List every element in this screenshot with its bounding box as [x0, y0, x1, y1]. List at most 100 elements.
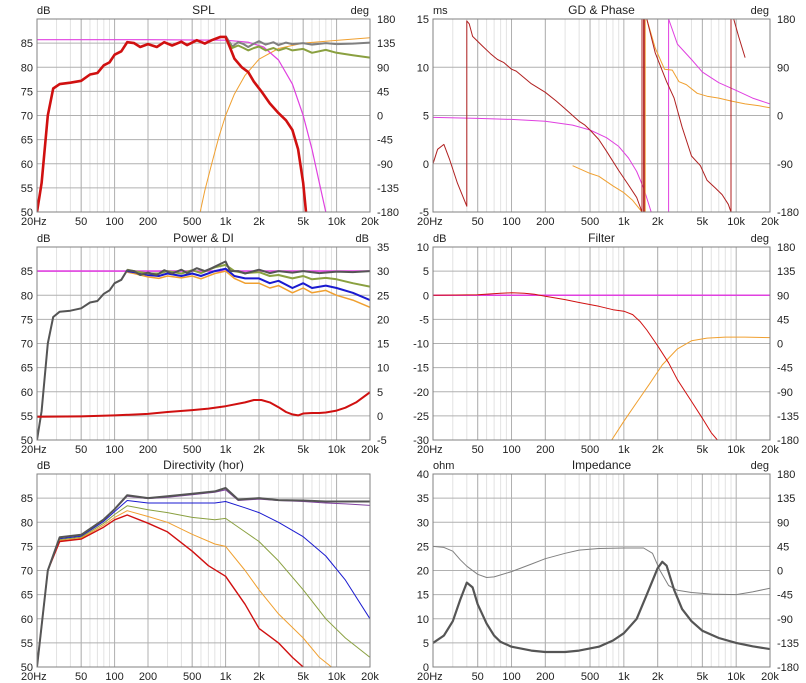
y-tick-label: 85: [21, 493, 33, 505]
x-tick-label: 20Hz: [417, 671, 443, 683]
x-tick-label: 20k: [361, 216, 379, 228]
series-line-0: [433, 116, 652, 212]
x-tick-label: 10k: [328, 671, 346, 683]
y-tick-label: 25: [417, 541, 429, 553]
y-tick-label: 5: [423, 638, 429, 650]
x-tick-label: 20k: [361, 671, 379, 683]
y2-tick-label: 20: [377, 314, 389, 326]
y2-tick-label: -45: [777, 590, 793, 602]
chart-spl: 50 55 60 65 70 75 80 85 -180 -135 -90 -45 0 45 90 135 18…: [21, 3, 399, 228]
x-tick-label: 500: [183, 216, 201, 228]
y2-tick-label: 35: [377, 242, 389, 254]
x-tick-label: 10k: [727, 444, 745, 456]
y2-tick-label: 45: [777, 541, 789, 553]
y-tick-label: 50: [21, 662, 33, 674]
plot-frame: [432, 18, 771, 213]
y-tick-label: -10: [413, 339, 429, 351]
series-line-7: [641, 19, 732, 212]
x-tick-label: 500: [183, 444, 201, 456]
y-tick-label: -15: [413, 363, 429, 375]
y-tick-label: 65: [21, 590, 33, 602]
y-tick-label: 10: [417, 242, 429, 254]
x-tick-label: 5k: [297, 216, 309, 228]
x-tick-label: 10k: [328, 216, 346, 228]
x-tick-label: 2k: [652, 671, 664, 683]
series-line-1: [37, 500, 370, 667]
series-line-4: [37, 260, 370, 440]
y-tick-label: 75: [21, 314, 33, 326]
y2-tick-label: -90: [777, 159, 793, 171]
x-tick-label: 5k: [697, 216, 709, 228]
x-tick-label: 5k: [297, 444, 309, 456]
x-tick-label: 500: [581, 671, 599, 683]
y2-tick-label: -45: [777, 363, 793, 375]
y-tick-label: -20: [413, 387, 429, 399]
y-tick-label: -25: [413, 411, 429, 423]
x-tick-label: 2k: [253, 671, 265, 683]
x-tick-label: 2k: [253, 444, 265, 456]
x-tick-label: 50: [472, 671, 484, 683]
chart-title: SPL: [192, 3, 215, 17]
y-tick-label: 10: [417, 62, 429, 74]
y-axis-label: ms: [433, 5, 448, 17]
x-tick-label: 200: [536, 444, 554, 456]
y2-tick-label: 90: [777, 62, 789, 74]
x-tick-label: 100: [502, 671, 520, 683]
y-axis-label: dB: [433, 233, 446, 245]
series-group: [433, 292, 770, 440]
x-tick-label: 500: [581, 444, 599, 456]
y-tick-label: 0: [423, 290, 429, 302]
y-tick-label: 70: [21, 111, 33, 123]
y-tick-label: 5: [423, 111, 429, 123]
x-tick-label: 10k: [727, 216, 745, 228]
y2-tick-label: 135: [777, 266, 795, 278]
y-tick-label: 50: [21, 435, 33, 447]
y-tick-label: 80: [21, 62, 33, 74]
y2-tick-label: 45: [777, 314, 789, 326]
y-tick-label: 65: [21, 135, 33, 147]
series-group: [37, 260, 370, 440]
chart-title: GD & Phase: [568, 3, 635, 17]
plot-frame: [432, 246, 771, 441]
y-tick-label: 55: [21, 183, 33, 195]
x-tick-label: 2k: [652, 444, 664, 456]
x-tick-label: 2k: [652, 216, 664, 228]
x-tick-label: 20Hz: [21, 216, 47, 228]
y-tick-label: 85: [21, 38, 33, 50]
series-line-6: [433, 20, 643, 212]
series-line-5: [37, 391, 370, 418]
y2-tick-label: 5: [377, 387, 383, 399]
chart-title: Impedance: [572, 458, 632, 472]
x-tick-label: 200: [536, 216, 554, 228]
series-line-5: [37, 487, 370, 667]
y-tick-label: 15: [417, 590, 429, 602]
x-tick-label: 100: [105, 671, 123, 683]
plot-frame: [432, 473, 771, 668]
y2-tick-label: -5: [377, 435, 387, 447]
x-tick-label: 20Hz: [21, 444, 47, 456]
y2-tick-label: -180: [777, 435, 799, 447]
y2-axis-label: dB: [356, 233, 369, 245]
x-tick-label: 20k: [761, 444, 779, 456]
y2-axis-label: deg: [751, 233, 769, 245]
y2-tick-label: -180: [777, 662, 799, 674]
x-tick-label: 20k: [761, 671, 779, 683]
series-line-1: [37, 39, 327, 212]
chart-title: Power & DI: [173, 231, 234, 245]
y-tick-label: 60: [21, 387, 33, 399]
x-tick-label: 1k: [220, 671, 232, 683]
y2-tick-label: 90: [777, 517, 789, 529]
chart-gd: -5 0 5 10 15 -180 -90 0 90 180 20Hz 50 100 200 500 1k 2k…: [417, 3, 799, 228]
y-tick-label: 70: [21, 566, 33, 578]
x-tick-label: 50: [472, 216, 484, 228]
y2-tick-label: -135: [377, 183, 399, 195]
y-tick-label: 0: [423, 159, 429, 171]
y2-tick-label: 180: [377, 14, 395, 26]
series-line-0: [433, 545, 770, 596]
y-tick-label: 80: [21, 290, 33, 302]
series-line-3: [37, 510, 332, 667]
y-tick-label: 40: [417, 469, 429, 481]
chart-filter: -30 -25 -20 -15 -10 -5 0 5 10 -180 -135 -90 -45 0 45 90…: [413, 231, 799, 456]
series-group: [37, 487, 370, 667]
